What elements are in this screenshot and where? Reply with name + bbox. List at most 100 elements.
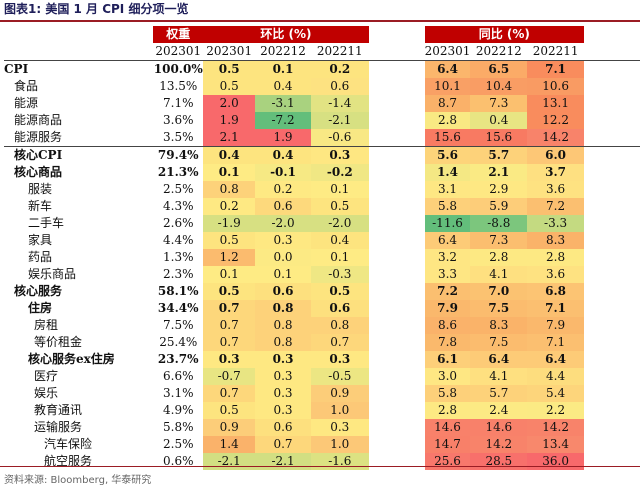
row-label: 新车 xyxy=(28,199,53,213)
mom-cell: -7.2 xyxy=(255,112,311,129)
table-row: 核心CPI 79.4% 0.4 0.4 0.3 5.6 5.7 6.0 xyxy=(4,146,640,164)
yoy-cell: 2.4 xyxy=(470,402,528,419)
yoy-cell: 7.3 xyxy=(470,232,528,249)
row-label: 娱乐 xyxy=(34,386,59,400)
yoy-cell: 25.6 xyxy=(424,453,471,470)
yoy-cell: 28.5 xyxy=(470,453,528,470)
weight-cell: 21.3% xyxy=(157,165,199,179)
weight-cell: 2.5% xyxy=(163,437,194,451)
table-row: 娱乐 3.1% 0.7 0.3 0.9 5.8 5.7 5.4 xyxy=(4,385,640,402)
table-row: 核心服务ex住房 23.7% 0.3 0.3 0.3 6.1 6.4 6.4 xyxy=(4,351,640,368)
mom-cell: 0.4 xyxy=(203,146,256,164)
yoy-cell: 4.1 xyxy=(470,368,528,385)
mom-cell: 0.3 xyxy=(255,351,311,368)
yoy-cell: 10.1 xyxy=(424,78,471,95)
weight-cell: 25.4% xyxy=(159,335,198,349)
row-label: 住房 xyxy=(28,301,53,315)
yoy-cell: 6.4 xyxy=(424,232,471,249)
top-rule xyxy=(0,20,640,22)
mom-cell: -3.1 xyxy=(255,95,311,112)
yoy-cell: 2.8 xyxy=(470,249,528,266)
yoy-cell: 8.3 xyxy=(527,232,584,249)
table-row: 食品 13.5% 0.5 0.4 0.6 10.1 10.4 10.6 xyxy=(4,78,640,95)
mom-cell: 2.0 xyxy=(203,95,256,112)
yoy-cell: 14.2 xyxy=(527,419,584,436)
yoy-cell: 3.2 xyxy=(424,249,471,266)
yoy-cell: 2.1 xyxy=(470,164,528,181)
mom-cell: 1.2 xyxy=(203,249,256,266)
header-row-1: 权重 环比 (%) 同比 (%) xyxy=(4,26,640,43)
row-label: 家具 xyxy=(28,233,53,247)
weight-cell: 4.9% xyxy=(163,403,194,417)
mom-cell: -1.9 xyxy=(203,215,256,232)
subheader: 202211 xyxy=(527,43,584,61)
yoy-cell: 4.1 xyxy=(470,266,528,283)
mom-cell: 0.0 xyxy=(255,249,311,266)
mom-cell: 0.8 xyxy=(255,300,311,317)
yoy-cell: 5.6 xyxy=(424,146,471,164)
yoy-cell: 7.2 xyxy=(527,198,584,215)
table-row: 新车 4.3% 0.2 0.6 0.5 5.8 5.9 7.2 xyxy=(4,198,640,215)
yoy-cell: 6.4 xyxy=(424,60,471,78)
bottom-rule xyxy=(0,466,640,467)
row-label: 等价租金 xyxy=(34,335,83,349)
yoy-cell: 7.1 xyxy=(527,60,584,78)
weight-cell: 4.3% xyxy=(163,199,194,213)
row-label: 能源 xyxy=(14,96,39,110)
yoy-cell: 14.2 xyxy=(470,436,528,453)
table-row: 能源服务 3.5% 2.1 1.9 -0.6 15.6 15.6 14.2 xyxy=(4,129,640,147)
mom-cell: 0.6 xyxy=(255,419,311,436)
mom-cell: -0.7 xyxy=(203,368,256,385)
yoy-cell: 13.4 xyxy=(527,436,584,453)
mom-cell: 0.9 xyxy=(203,419,256,436)
table-row: 运输服务 5.8% 0.9 0.6 0.3 14.6 14.6 14.2 xyxy=(4,419,640,436)
weight-cell: 23.7% xyxy=(157,352,199,366)
mom-cell: 0.1 xyxy=(255,60,311,78)
weight-cell: 2.5% xyxy=(163,182,194,196)
mom-cell: 1.4 xyxy=(203,436,256,453)
yoy-cell: 3.3 xyxy=(424,266,471,283)
yoy-cell: 6.0 xyxy=(527,146,584,164)
yoy-cell: 3.0 xyxy=(424,368,471,385)
mom-cell: -0.2 xyxy=(310,164,369,181)
yoy-cell: 0.4 xyxy=(470,112,528,129)
row-label: 核心服务ex住房 xyxy=(28,352,115,366)
mom-cell: 1.0 xyxy=(310,402,369,419)
yoy-cell: 13.1 xyxy=(527,95,584,112)
yoy-cell: 5.4 xyxy=(527,385,584,402)
table-row: 能源 7.1% 2.0 -3.1 -1.4 8.7 7.3 13.1 xyxy=(4,95,640,112)
table-row: 等价租金 25.4% 0.7 0.8 0.7 7.8 7.5 7.1 xyxy=(4,334,640,351)
weight-cell: 79.4% xyxy=(157,148,199,162)
mom-cell: 0.9 xyxy=(310,385,369,402)
yoy-cell: 2.8 xyxy=(527,249,584,266)
table-row: 住房 34.4% 0.7 0.8 0.6 7.9 7.5 7.1 xyxy=(4,300,640,317)
weight-cell: 3.5% xyxy=(163,130,194,144)
yoy-cell: 3.6 xyxy=(527,181,584,198)
mom-cell: -1.4 xyxy=(310,95,369,112)
yoy-cell: 2.8 xyxy=(424,402,471,419)
row-label: 航空服务 xyxy=(44,454,93,468)
yoy-cell: 5.8 xyxy=(424,385,471,402)
mom-cell: 0.7 xyxy=(203,317,256,334)
weight-cell: 5.8% xyxy=(163,420,194,434)
mom-cell: 0.3 xyxy=(255,368,311,385)
mom-cell: 0.5 xyxy=(203,283,256,300)
subheader: 202211 xyxy=(310,43,369,61)
mom-cell: 0.2 xyxy=(255,181,311,198)
mom-cell: 0.7 xyxy=(255,436,311,453)
mom-cell: 0.5 xyxy=(310,198,369,215)
row-label: 服装 xyxy=(28,182,53,196)
table-caption: 图表1: 美国 1 月 CPI 细分项一览 xyxy=(4,2,189,16)
yoy-cell: 2.8 xyxy=(424,112,471,129)
table-row: 核心商品 21.3% 0.1 -0.1 -0.2 1.4 2.1 3.7 xyxy=(4,164,640,181)
yoy-cell: 6.5 xyxy=(470,60,528,78)
mom-cell: 0.4 xyxy=(310,232,369,249)
mom-cell: 0.3 xyxy=(203,351,256,368)
yoy-cell: 3.6 xyxy=(527,266,584,283)
yoy-cell: 7.5 xyxy=(470,334,528,351)
yoy-cell: 8.7 xyxy=(424,95,471,112)
yoy-cell: 6.1 xyxy=(424,351,471,368)
table-row: 药品 1.3% 1.2 0.0 0.1 3.2 2.8 2.8 xyxy=(4,249,640,266)
header-row-2: 202301 202301 202212 202211 202301 20221… xyxy=(4,43,640,61)
yoy-cell: 14.6 xyxy=(470,419,528,436)
